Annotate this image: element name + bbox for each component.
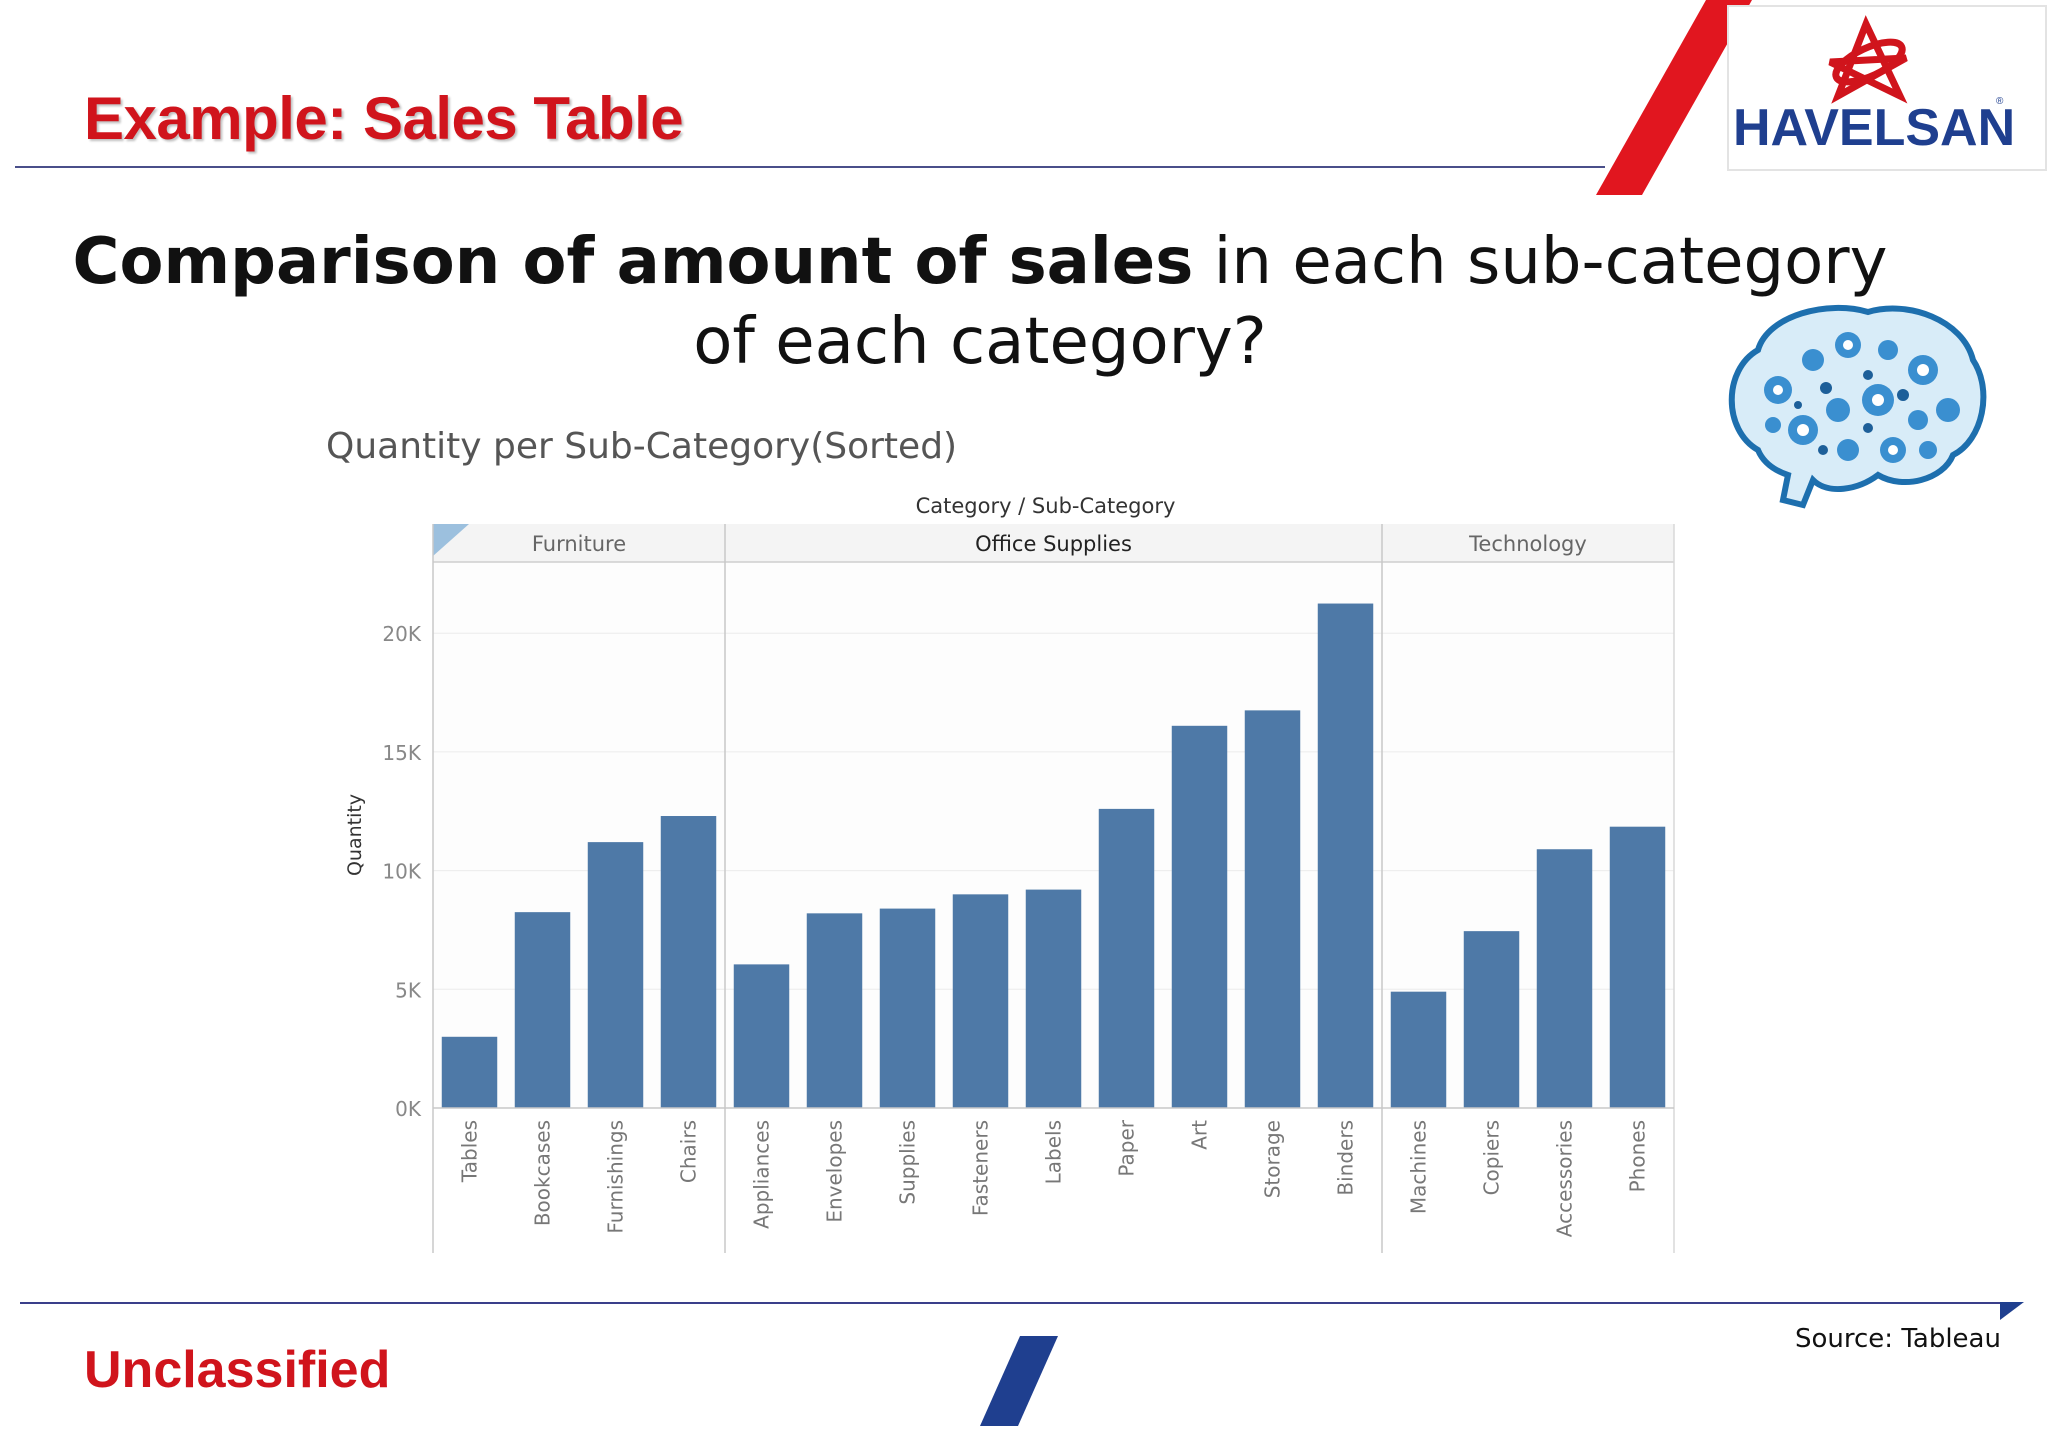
bar xyxy=(1390,991,1447,1108)
xtick-label: Machines xyxy=(1407,1120,1431,1214)
xtick-label: Labels xyxy=(1042,1120,1066,1184)
bar xyxy=(441,1036,498,1108)
category-header: Technology xyxy=(1468,532,1587,556)
heading-bold-part: Comparison of amount of sales xyxy=(72,225,1194,299)
xtick-label: Copiers xyxy=(1480,1120,1504,1195)
category-header: Furniture xyxy=(532,532,626,556)
ytick-label: 5K xyxy=(395,978,422,1002)
bar xyxy=(806,913,863,1108)
xtick-label: Binders xyxy=(1334,1120,1358,1196)
slide-title: Example: Sales Table xyxy=(84,85,684,152)
xtick-label: Phones xyxy=(1626,1120,1650,1192)
xtick-label: Supplies xyxy=(896,1120,920,1205)
source-credit: Source: Tableau xyxy=(1795,1324,2001,1354)
xtick-label: Fasteners xyxy=(969,1120,993,1216)
xtick-label: Furnishings xyxy=(604,1120,628,1234)
xtick-label: Art xyxy=(1188,1120,1212,1150)
ytick-label: 10K xyxy=(382,860,421,884)
header-band xyxy=(433,524,1674,562)
sort-indicator-icon xyxy=(433,524,469,556)
havelsan-logo: HAVELSAN ® xyxy=(1580,0,2048,195)
bar xyxy=(1025,889,1082,1108)
bar xyxy=(952,894,1009,1108)
bar xyxy=(1171,725,1228,1108)
xtick-label: Storage xyxy=(1261,1120,1285,1198)
bar xyxy=(1536,849,1593,1108)
logo-wordmark: HAVELSAN xyxy=(1733,99,2015,157)
xtick-label: Accessories xyxy=(1553,1120,1577,1237)
xtick-label: Appliances xyxy=(750,1120,774,1229)
bar xyxy=(1463,931,1520,1108)
havelsan-star-logo xyxy=(1828,15,1908,104)
xtick-label: Paper xyxy=(1115,1119,1139,1176)
bar xyxy=(1317,603,1374,1108)
title-divider xyxy=(15,166,1605,168)
bar xyxy=(733,964,790,1108)
classification-label: Unclassified xyxy=(84,1341,391,1399)
bar xyxy=(514,912,571,1108)
ytick-label: 0K xyxy=(395,1097,422,1121)
slide-heading: Comparison of amount of sales in each su… xyxy=(60,222,1900,382)
logo-registered-mark: ® xyxy=(1996,96,2004,107)
gear-brain-icon xyxy=(1718,300,1988,515)
ytick-label: 20K xyxy=(382,622,421,646)
bar xyxy=(1244,710,1301,1108)
bar xyxy=(879,908,936,1108)
heading-rest: in each sub-category of each category? xyxy=(693,225,1888,379)
bar xyxy=(660,816,717,1108)
xtick-label: Envelopes xyxy=(823,1120,847,1223)
xtick-label: Tables xyxy=(458,1120,482,1183)
bar xyxy=(587,842,644,1108)
chart-title: Quantity per Sub-Category(Sorted) xyxy=(326,426,958,467)
bar xyxy=(1609,826,1666,1108)
red-slash-shape xyxy=(1596,0,1752,195)
footer-divider xyxy=(20,1302,2010,1304)
category-header-title: Category / Sub-Category xyxy=(916,494,1176,518)
footer-arrow-icon xyxy=(2000,1302,2024,1320)
xtick-label: Bookcases xyxy=(531,1120,555,1226)
xtick-label: Chairs xyxy=(677,1120,701,1183)
y-axis-label: Quantity xyxy=(344,794,366,876)
category-header: Office Supplies xyxy=(975,532,1132,556)
ytick-label: 15K xyxy=(382,741,421,765)
bar xyxy=(1098,808,1155,1108)
blue-slash-shape xyxy=(980,1336,1058,1426)
